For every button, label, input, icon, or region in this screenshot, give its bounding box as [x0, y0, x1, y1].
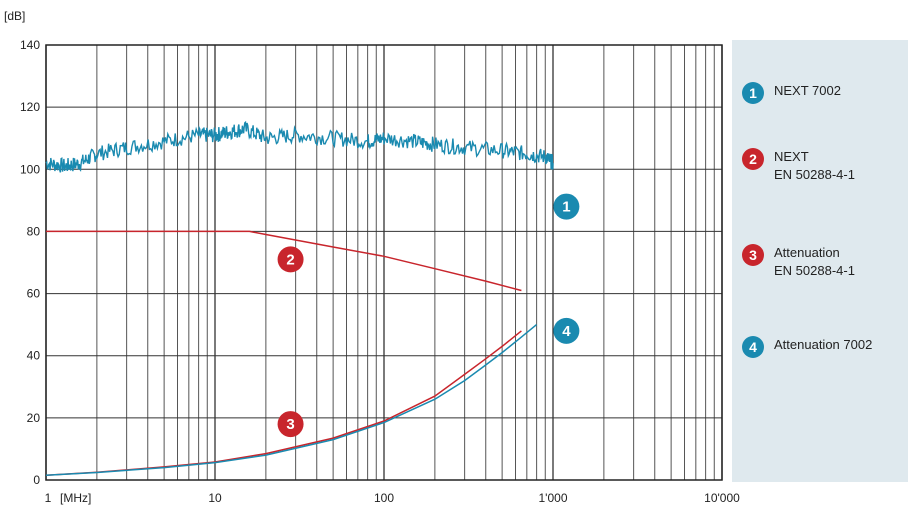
legend-label: Attenuation	[774, 245, 840, 260]
legend-label: Attenuation 7002	[774, 337, 873, 352]
x-tick-label: 1	[45, 491, 52, 505]
x-tick-label: 10'000	[704, 491, 740, 505]
series-marker-1	[553, 193, 580, 220]
x-axis-unit: [MHz]	[60, 491, 91, 505]
series-marker-label: 3	[286, 416, 294, 433]
legend-item-1: 1 NEXT 7002	[742, 82, 841, 104]
series-marker-3	[277, 411, 304, 438]
y-tick-label: 120	[20, 100, 40, 114]
legend-item-4: 4 Attenuation 7002	[742, 336, 872, 358]
series-marker-4	[553, 317, 580, 344]
series-line-3	[45, 330, 522, 477]
y-tick-label: 20	[27, 411, 41, 425]
x-tick-label: 100	[374, 491, 394, 505]
legend-panel: 1 NEXT 7002 2 NEXT EN 50288-4-1 3 Attenu…	[732, 40, 908, 482]
legend-item-2: 2 NEXT EN 50288-4-1	[742, 148, 855, 184]
legend-badge-4: 4	[742, 336, 764, 358]
legend-label: NEXT	[774, 149, 809, 164]
legend-badge-3: 3	[742, 244, 764, 266]
y-axis-unit: [dB]	[4, 9, 25, 23]
plot-frame	[45, 44, 723, 481]
y-tick-label: 80	[27, 224, 41, 238]
series-line-4	[45, 324, 538, 477]
x-tick-label: 1'000	[539, 491, 568, 505]
series-marker-label: 4	[562, 323, 571, 340]
x-tick-label: 10	[208, 491, 222, 505]
legend-label: EN 50288-4-1	[774, 167, 855, 182]
legend-badge-2: 2	[742, 148, 764, 170]
y-tick-label: 40	[27, 349, 41, 363]
y-tick-label: 60	[27, 287, 41, 301]
legend-badge-1: 1	[742, 82, 764, 104]
series-line-1	[45, 120, 554, 173]
series-marker-label: 1	[562, 199, 570, 216]
series-marker-label: 2	[286, 251, 294, 268]
y-tick-label: 0	[33, 473, 40, 487]
series-line-2	[46, 230, 522, 292]
y-tick-label: 140	[20, 38, 40, 52]
legend-label: NEXT 7002	[774, 83, 841, 98]
series-marker-2	[277, 246, 304, 273]
legend-label: EN 50288-4-1	[774, 263, 855, 278]
y-tick-label: 100	[20, 162, 40, 176]
legend-item-3: 3 Attenuation EN 50288-4-1	[742, 244, 855, 280]
